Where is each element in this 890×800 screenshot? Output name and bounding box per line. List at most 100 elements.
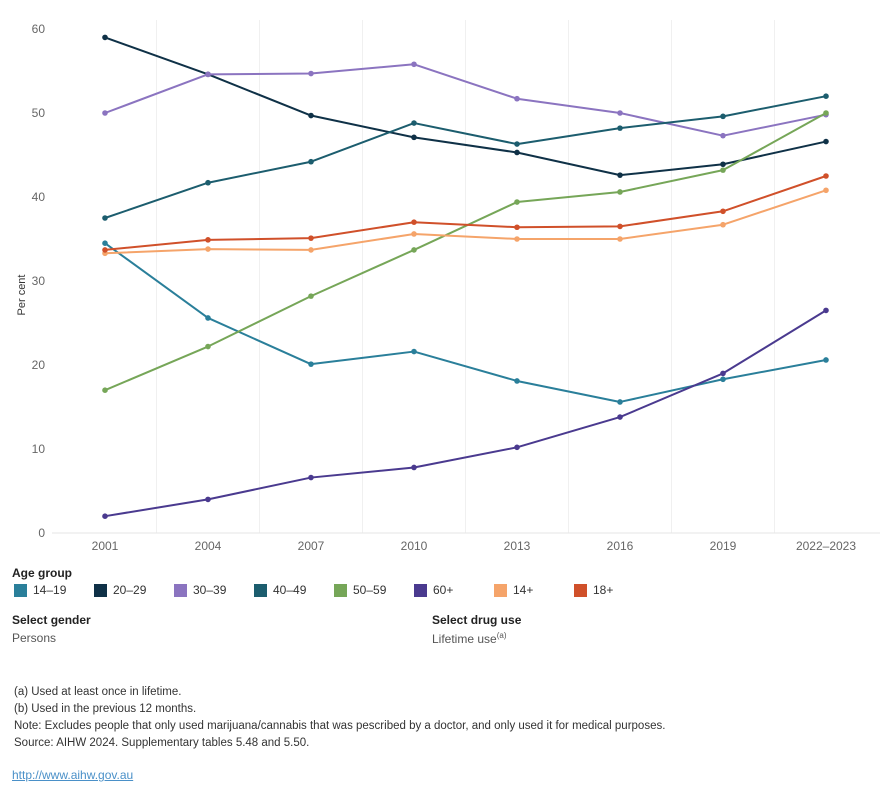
data-point[interactable]	[720, 376, 726, 383]
data-point[interactable]	[411, 231, 417, 237]
gender-filter-value[interactable]: Persons	[12, 631, 57, 645]
data-point[interactable]	[720, 208, 726, 215]
series-30–39[interactable]	[102, 61, 829, 139]
series-line[interactable]	[104, 112, 827, 392]
gender-filter[interactable]: Select gender Persons	[12, 613, 91, 645]
data-point[interactable]	[308, 158, 314, 165]
data-point[interactable]	[617, 189, 623, 195]
legend-item[interactable]: 20–29	[94, 583, 174, 597]
data-point[interactable]	[514, 236, 520, 242]
series-line[interactable]	[104, 309, 827, 518]
legend-item[interactable]: 14+	[494, 583, 574, 597]
legend-item[interactable]: 30–39	[174, 583, 254, 597]
data-point[interactable]	[308, 247, 314, 253]
footnote-b: (b) Used in the previous 12 months.	[14, 703, 197, 715]
y-tick-label: 0	[38, 526, 45, 540]
data-point[interactable]	[823, 187, 829, 194]
data-point[interactable]	[823, 110, 829, 116]
legend-item[interactable]: 18+	[574, 583, 654, 597]
data-point[interactable]	[514, 141, 520, 147]
data-point[interactable]	[308, 70, 314, 77]
series-14+[interactable]	[102, 187, 829, 257]
data-point[interactable]	[823, 138, 829, 145]
data-point[interactable]	[617, 223, 623, 230]
series-line[interactable]	[104, 36, 827, 177]
series-line[interactable]	[104, 175, 827, 251]
legend-label: 14+	[513, 583, 534, 597]
series-40–49[interactable]	[102, 93, 829, 221]
data-point[interactable]	[308, 235, 314, 241]
data-point[interactable]	[720, 132, 726, 139]
series-line[interactable]	[104, 63, 827, 137]
data-point[interactable]	[617, 236, 623, 242]
data-point[interactable]	[411, 247, 417, 253]
data-point[interactable]	[205, 496, 211, 503]
data-point[interactable]	[102, 110, 108, 116]
data-point[interactable]	[308, 361, 314, 367]
data-point[interactable]	[205, 179, 211, 186]
data-point[interactable]	[205, 237, 211, 243]
legend[interactable]: 14–19 20–29 30–39 40–49 50–59 60+ 14+ 18+	[14, 583, 654, 597]
data-point[interactable]	[411, 348, 417, 355]
data-point[interactable]	[514, 444, 520, 451]
series-50–59[interactable]	[102, 110, 829, 394]
data-point[interactable]	[102, 387, 108, 394]
data-point[interactable]	[823, 307, 829, 314]
data-point[interactable]	[102, 215, 108, 221]
data-point[interactable]	[617, 125, 623, 131]
data-point[interactable]	[102, 34, 108, 41]
data-point[interactable]	[411, 61, 417, 68]
data-point[interactable]	[823, 357, 829, 363]
data-point[interactable]	[411, 134, 417, 141]
x-tick-label: 2019	[710, 539, 737, 553]
data-point[interactable]	[102, 247, 108, 253]
drug-use-filter[interactable]: Select drug use Lifetime use(a)	[432, 613, 521, 646]
series-line[interactable]	[104, 95, 827, 219]
series-14–19[interactable]	[102, 240, 829, 405]
data-point[interactable]	[205, 315, 211, 321]
data-point[interactable]	[308, 293, 314, 299]
data-point[interactable]	[514, 149, 520, 156]
drug-use-filter-value[interactable]: Lifetime use(a)	[432, 631, 521, 646]
data-point[interactable]	[205, 246, 211, 252]
legend-item[interactable]: 50–59	[334, 583, 414, 597]
data-point[interactable]	[617, 172, 623, 178]
data-point[interactable]	[411, 464, 417, 471]
legend-swatch	[574, 583, 587, 597]
data-point[interactable]	[617, 414, 623, 420]
series-18+[interactable]	[102, 173, 829, 253]
data-point[interactable]	[720, 221, 726, 228]
legend-item[interactable]: 60+	[414, 583, 494, 597]
data-point[interactable]	[514, 199, 520, 205]
data-point[interactable]	[720, 167, 726, 173]
legend-swatch	[14, 583, 27, 597]
series-line[interactable]	[104, 189, 827, 255]
data-point[interactable]	[720, 370, 726, 377]
data-point[interactable]	[308, 474, 314, 481]
data-point[interactable]	[102, 240, 108, 246]
x-tick-label: 2007	[298, 539, 325, 553]
data-point[interactable]	[411, 219, 417, 225]
data-point[interactable]	[102, 513, 108, 519]
data-point[interactable]	[411, 120, 417, 126]
x-tick-label: 2022–2023	[796, 539, 856, 553]
data-point[interactable]	[720, 113, 726, 120]
data-point[interactable]	[205, 71, 211, 78]
data-point[interactable]	[514, 378, 520, 384]
legend-label: 20–29	[113, 583, 147, 597]
aihw-link[interactable]: http://www.aihw.gov.au	[12, 768, 134, 782]
data-point[interactable]	[514, 224, 520, 231]
data-point[interactable]	[617, 110, 623, 116]
series-line[interactable]	[104, 242, 827, 403]
series-60+[interactable]	[102, 307, 829, 519]
data-point[interactable]	[720, 161, 726, 168]
data-point[interactable]	[823, 173, 829, 179]
data-point[interactable]	[514, 95, 520, 102]
legend-item[interactable]: 40–49	[254, 583, 334, 597]
footnote-note: Note: Excludes people that only used mar…	[14, 720, 666, 732]
legend-item[interactable]: 14–19	[14, 583, 94, 597]
data-point[interactable]	[617, 399, 623, 405]
data-point[interactable]	[308, 112, 314, 119]
data-point[interactable]	[823, 93, 829, 99]
data-point[interactable]	[205, 343, 211, 350]
